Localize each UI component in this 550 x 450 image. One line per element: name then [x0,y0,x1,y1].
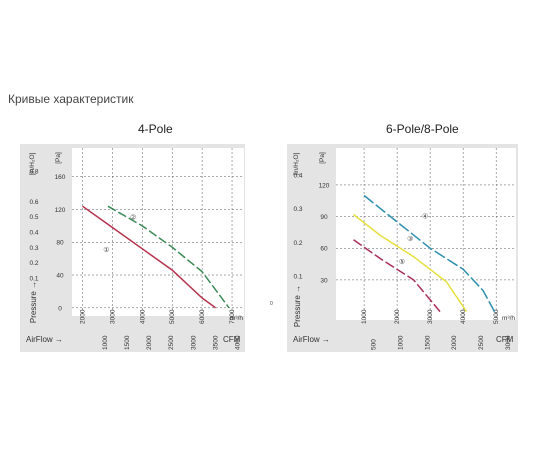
series-label-1: ① [103,246,109,254]
x-tick-m3h: 3000 [427,309,434,324]
x-tick-cfm: 2000 [146,335,153,350]
y-tick-inh2o: 0.3 [293,206,302,213]
x-tick-m3h: 7000 [229,309,236,324]
x-unit-cfm: CFM [223,335,241,344]
series-label-2: ② [130,213,136,221]
y-tick-inh2o: 0.8 [29,168,38,175]
y-axis-label: Pressure → [29,281,38,323]
x-tick-cfm: 2500 [478,335,485,350]
page-title: Кривые характеристик [8,92,134,106]
y-tick-inh2o: 0.2 [29,260,38,267]
y-tick-pa: 120 [55,207,66,214]
x-tick-cfm: 1000 [102,335,109,350]
x-axis-label: AirFlow → [26,335,63,344]
y-tick-pa: 60 [320,246,328,253]
y-tick-inh2o: 0.1 [29,275,38,282]
series-line-1 [363,194,496,312]
x-tick-cfm: 1000 [397,335,404,350]
x-tick-cfm: 500 [371,339,378,350]
x-tick-cfm: 2000 [451,335,458,350]
series-line-2 [107,205,230,309]
plot-area [336,148,516,320]
x-tick-cfm: 1500 [424,335,431,350]
x-unit-m3h: m³/h [230,315,243,322]
x-tick-m3h: 5000 [493,309,500,324]
y-tick-pa: 0 [58,305,62,312]
x-tick-cfm: 1500 [124,335,131,350]
x-tick-m3h: 2000 [79,309,86,324]
y-tick-inh2o: 0.1 [293,274,302,281]
x-tick-m3h: 4000 [139,309,146,324]
x-tick-cfm: 3000 [505,335,512,350]
y-unit-inh2o: [in/H₂O] [293,152,300,175]
y-tick-pa: 120 [319,182,330,189]
x-tick-m3h: 2000 [394,309,401,324]
series-label-2: ③ [407,235,413,243]
x-unit-cfm: CFM [496,335,514,344]
series-line-1 [82,205,217,309]
series-line-2 [353,213,468,313]
chart-4-pole: 0 40 80 120 160 [Pa] 0.1 0.2 0.3 0.4 0.5 0.6 0.8[in/… [20,144,245,352]
y-tick-pa: 80 [56,240,64,247]
y-tick-pa: 90 [320,214,328,221]
x-tick-cfm: 2500 [168,335,175,350]
y-tick-inh2o: 0.2 [293,240,302,247]
y-axis-label: Pressure → [293,285,302,327]
series-label-3: ⑤ [399,258,405,266]
y-tick-inh2o: 0.4 [293,172,302,179]
stray-zero-label: 0 [270,301,273,307]
series-label-1: ④ [422,213,428,221]
y-tick-inh2o: 0.5 [29,214,38,221]
chart-title-4-pole: 4-Pole [138,122,173,136]
y-tick-inh2o: 0.6 [29,199,38,206]
y-unit-inh2o: [in/H₂O] [29,152,36,175]
x-tick-cfm: 3500 [212,335,219,350]
series-line-3 [353,239,441,313]
x-axis-label: AirFlow → [293,335,330,344]
x-tick-m3h: 5000 [169,309,176,324]
chart-6-8-pole: 30 60 90 120 [Pa] 0.1 0.2 0.3 0.4[in/H₂O] Pressur… [287,144,518,352]
y-unit-pa: [Pa] [319,152,326,164]
x-tick-cfm: 3000 [190,335,197,350]
y-tick-inh2o: 0.3 [29,245,38,252]
x-tick-m3h: 3000 [109,309,116,324]
y-unit-pa: [Pa] [55,152,62,164]
chart-title-6-8-pole: 6-Pole/8-Pole [386,122,459,136]
x-unit-m3h: m³/h [502,315,515,322]
plot-area [72,148,244,316]
x-tick-cfm: 4000 [234,335,241,350]
y-tick-inh2o: 0.4 [29,230,38,237]
y-tick-pa: 160 [55,174,66,181]
x-tick-m3h: 1000 [361,309,368,324]
y-tick-pa: 40 [56,273,64,280]
x-tick-m3h: 6000 [199,309,206,324]
y-tick-pa: 30 [320,277,328,284]
x-tick-m3h: 4000 [460,309,467,324]
